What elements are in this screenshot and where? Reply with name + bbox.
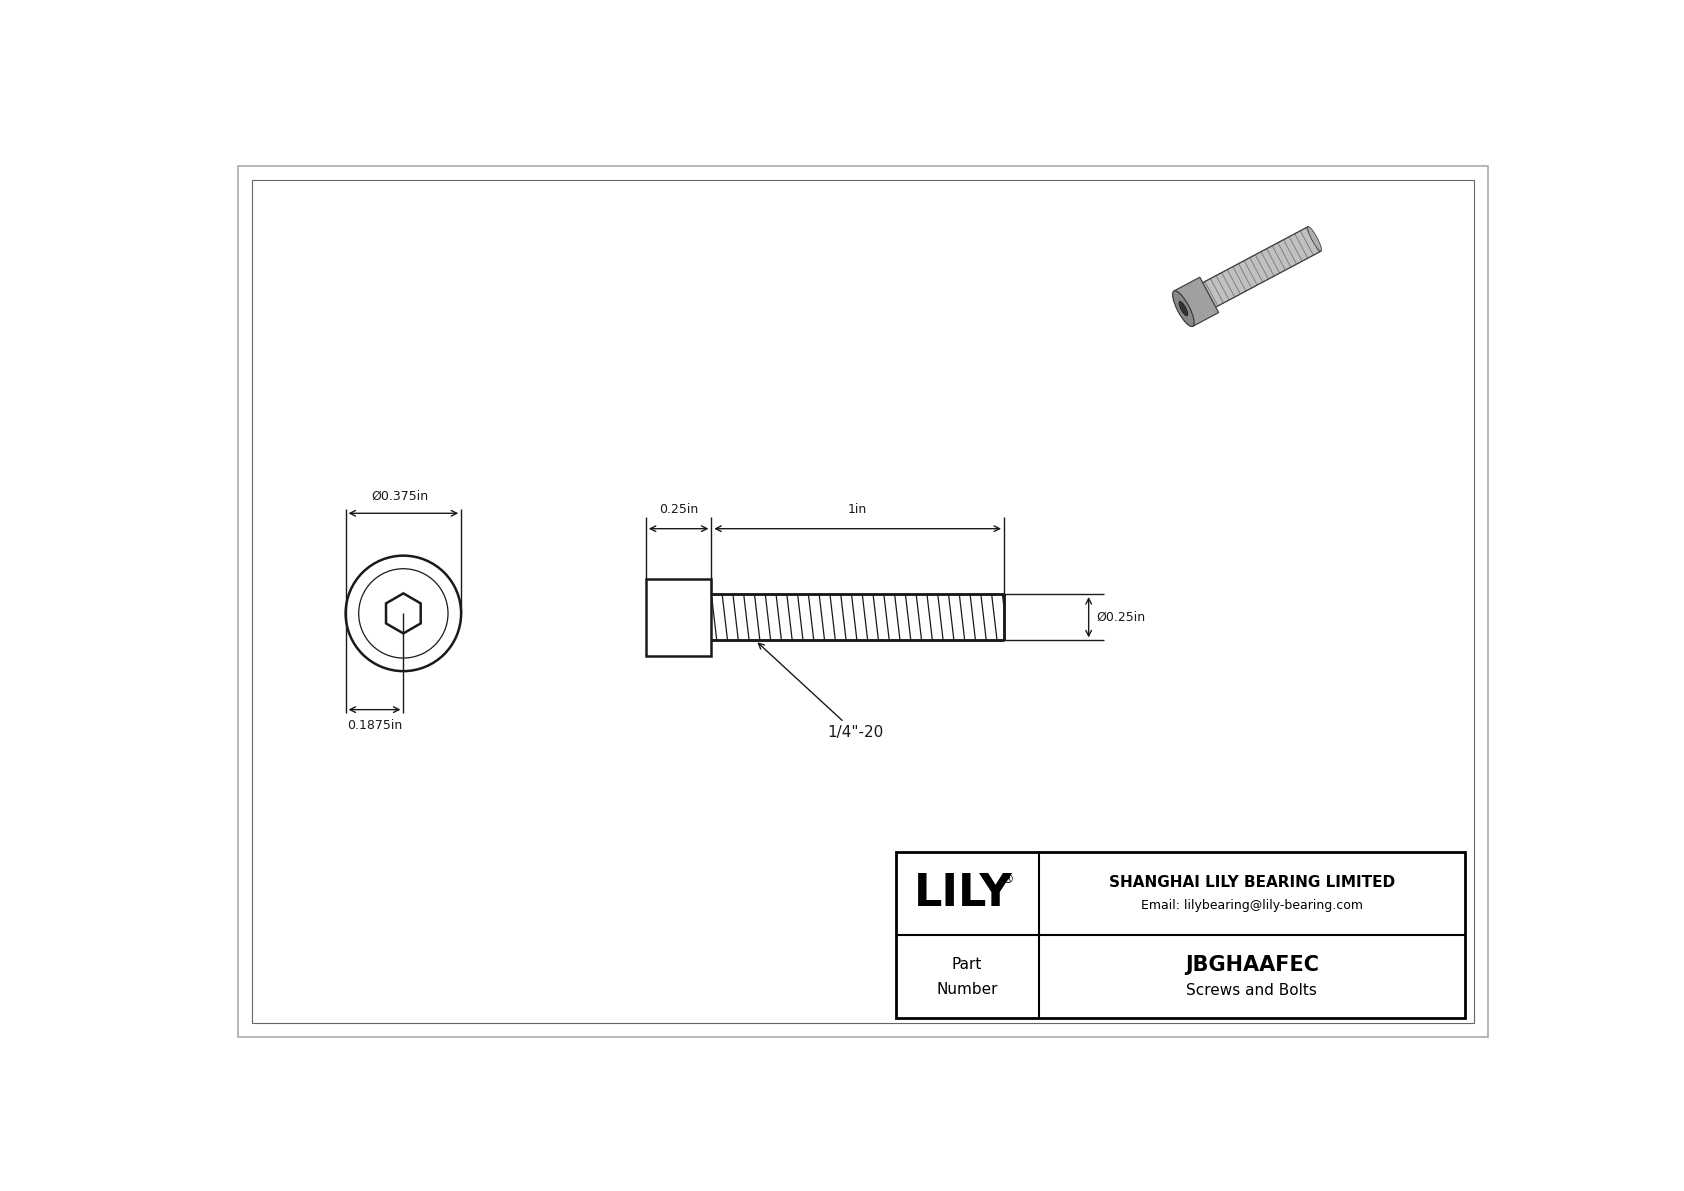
Ellipse shape (1179, 301, 1187, 316)
Text: Part
Number: Part Number (936, 958, 997, 997)
Ellipse shape (1308, 226, 1322, 251)
Ellipse shape (1172, 291, 1194, 326)
Text: 1/4"-20: 1/4"-20 (758, 643, 884, 740)
Text: 1in: 1in (849, 504, 867, 517)
Bar (647, 579, 711, 656)
Text: JBGHAAFEC: JBGHAAFEC (1186, 955, 1319, 975)
Text: LILY: LILY (914, 872, 1012, 915)
Text: 0.1875in: 0.1875in (347, 719, 402, 732)
Text: Ø0.25in: Ø0.25in (1096, 611, 1145, 624)
Text: SHANGHAI LILY BEARING LIMITED: SHANGHAI LILY BEARING LIMITED (1108, 874, 1394, 890)
Text: Screws and Bolts: Screws and Bolts (1187, 984, 1317, 998)
Text: ®: ® (1000, 873, 1014, 886)
Text: 0.25in: 0.25in (658, 504, 699, 517)
Polygon shape (1202, 226, 1322, 307)
Text: Email: lilybearing@lily-bearing.com: Email: lilybearing@lily-bearing.com (1140, 899, 1362, 912)
Text: Ø0.375in: Ø0.375in (370, 490, 428, 503)
Polygon shape (1174, 278, 1219, 326)
Bar (896, 852, 1465, 1017)
